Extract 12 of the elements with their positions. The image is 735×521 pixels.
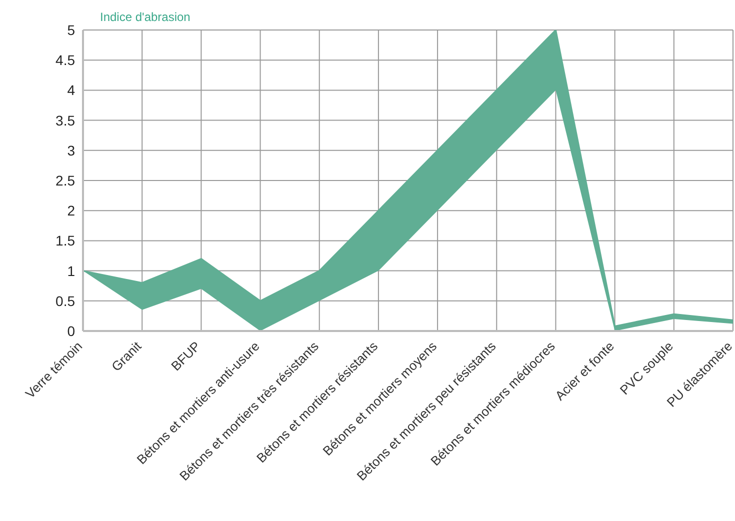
y-tick-label: 1 <box>67 262 76 279</box>
y-axis-title: Indice d'abrasion <box>100 10 190 24</box>
y-tick-label: 0 <box>67 322 76 339</box>
y-tick-label: 0.5 <box>56 292 76 309</box>
y-tick-label: 3.5 <box>56 112 76 128</box>
y-tick-label: 4 <box>67 82 76 98</box>
y-tick-label: 2 <box>67 202 76 219</box>
y-tick-label: 5 <box>67 22 76 38</box>
y-tick-label: 1.5 <box>56 232 76 249</box>
y-tick-label: 2.5 <box>56 172 76 188</box>
y-tick-label: 3 <box>67 142 76 158</box>
y-tick-label: 4.5 <box>56 52 76 68</box>
